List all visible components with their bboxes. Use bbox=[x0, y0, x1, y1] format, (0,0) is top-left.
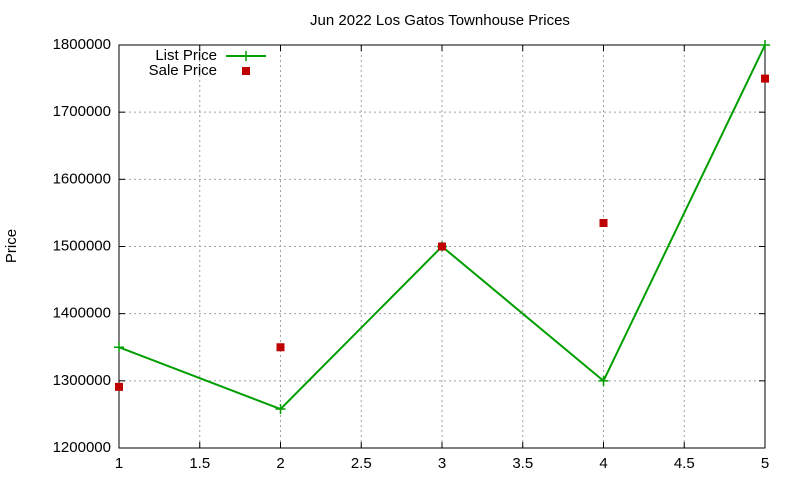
legend-label: List Price bbox=[155, 47, 217, 64]
x-tick-label: 4.5 bbox=[674, 455, 695, 472]
plot-frame bbox=[118, 44, 766, 449]
x-tick-label: 5 bbox=[761, 455, 769, 472]
chart-title: Jun 2022 Los Gatos Townhouse Prices bbox=[310, 12, 570, 29]
x-tick-label: 3.5 bbox=[512, 455, 533, 472]
square-marker bbox=[115, 382, 123, 391]
x-tick-label: 1 bbox=[115, 455, 123, 472]
y-tick-label: 1500000 bbox=[53, 237, 111, 254]
y-tick-label: 1600000 bbox=[53, 170, 111, 187]
plus-marker bbox=[241, 51, 251, 61]
square-marker bbox=[438, 242, 446, 251]
square-marker bbox=[761, 74, 769, 83]
y-tick-label: 1300000 bbox=[53, 372, 111, 389]
y-tick-label: 1800000 bbox=[53, 36, 111, 53]
y-axis-label: Price bbox=[3, 229, 20, 263]
x-tick-label: 3 bbox=[438, 455, 446, 472]
legend-label: Sale Price bbox=[149, 62, 217, 79]
y-tick-label: 1400000 bbox=[53, 305, 111, 322]
square-marker bbox=[242, 67, 250, 75]
x-tick-label: 2 bbox=[276, 455, 284, 472]
plus-marker bbox=[275, 404, 286, 415]
x-tick-label: 2.5 bbox=[351, 455, 372, 472]
plus-marker bbox=[114, 342, 124, 353]
plus-marker bbox=[760, 40, 770, 50]
square-marker bbox=[276, 343, 285, 352]
y-tick-label: 1700000 bbox=[53, 103, 111, 120]
series-line bbox=[118, 44, 766, 411]
x-tick-label: 4 bbox=[599, 455, 607, 472]
plus-marker bbox=[598, 375, 609, 386]
x-tick-label: 1.5 bbox=[189, 455, 210, 472]
y-tick-label: 1200000 bbox=[53, 439, 111, 456]
square-marker bbox=[599, 218, 608, 227]
